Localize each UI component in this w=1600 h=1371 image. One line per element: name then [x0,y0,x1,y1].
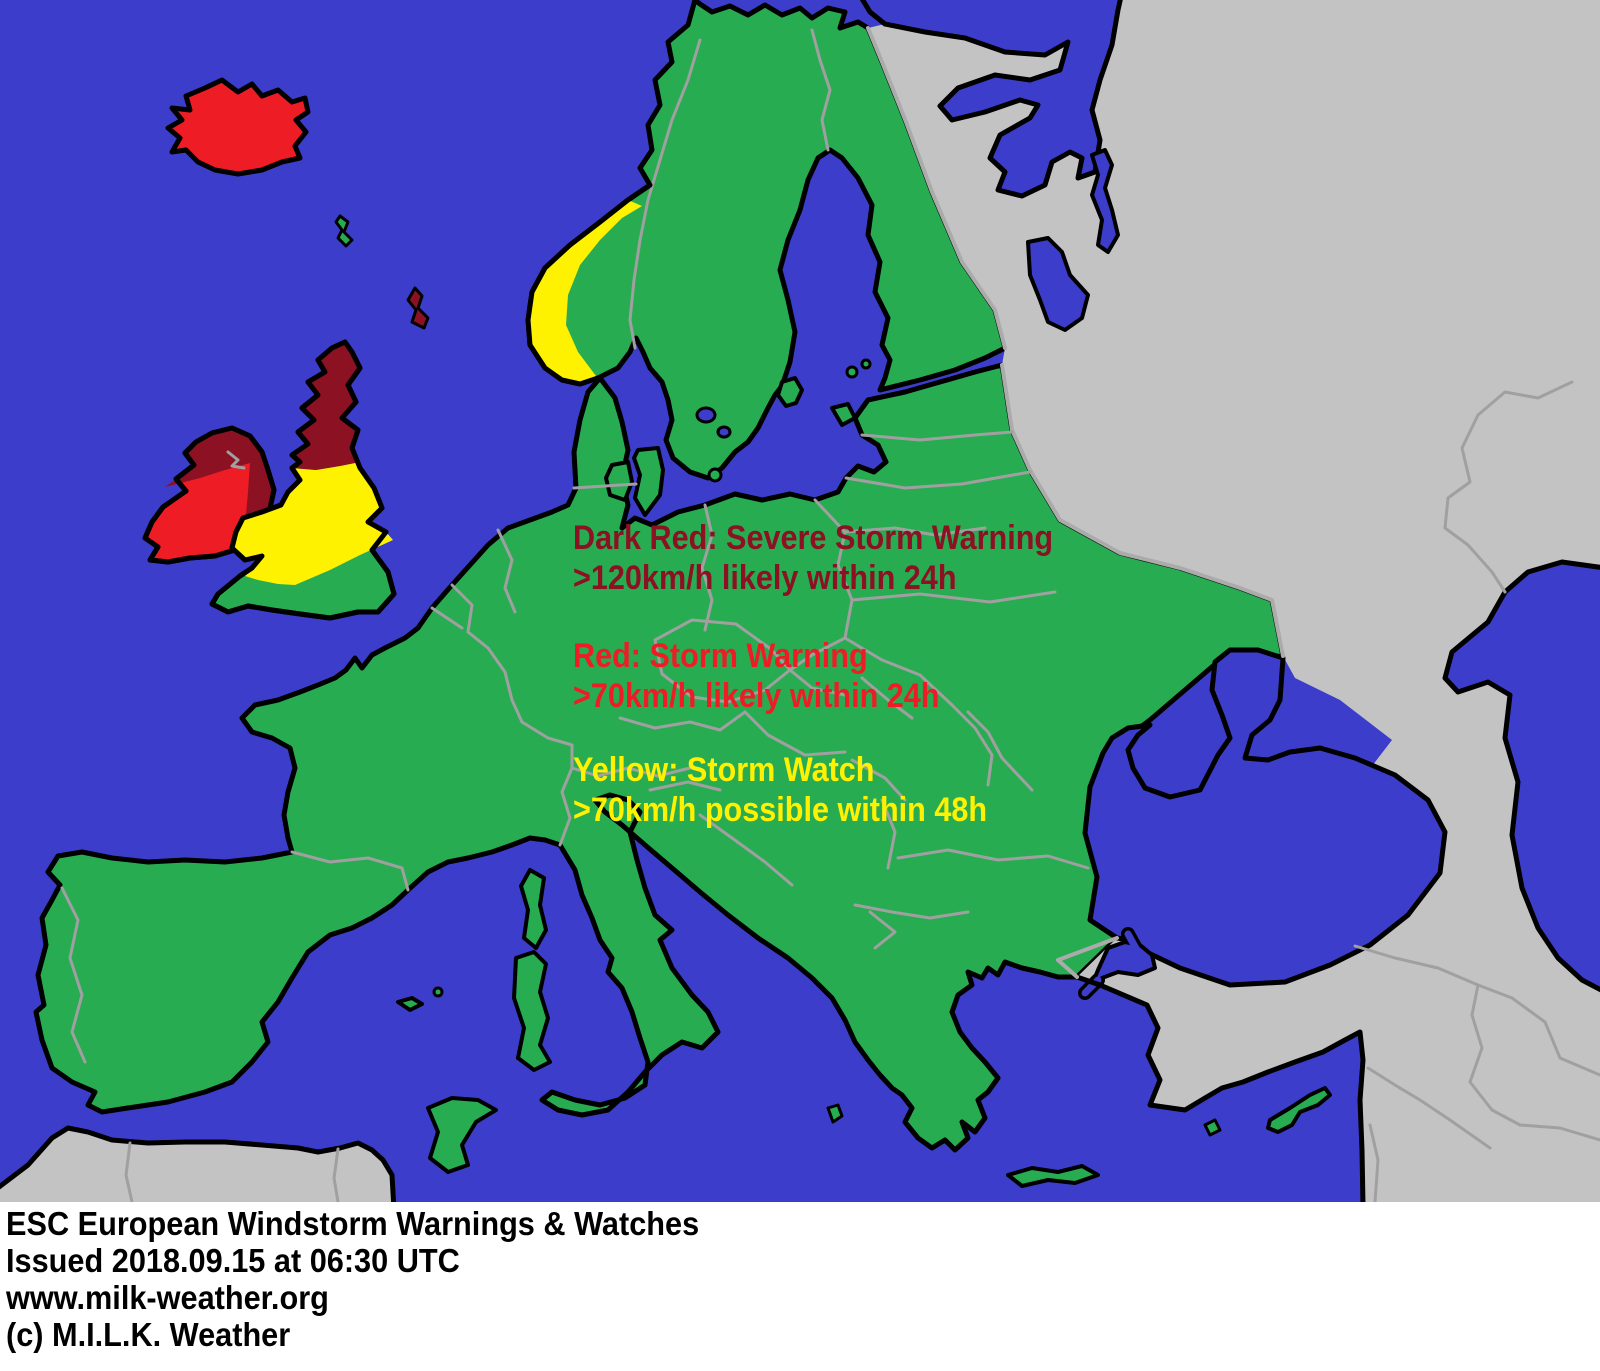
bornholm-island [707,467,723,483]
legend-severe: Dark Red: Severe Storm Warning >120km/h … [573,518,1053,598]
balearic-minorca [432,986,444,998]
caption-copyright: (c) M.I.L.K. Weather [6,1316,291,1353]
sicily [426,1096,498,1174]
balearic-islands [396,996,424,1012]
northern-ireland-border [226,450,246,470]
zealand-island [632,446,665,517]
north-africa [0,1125,397,1213]
faroe-islands [334,214,354,248]
ireland-outline [142,425,277,565]
iceland [165,77,311,177]
domain-boundary-borders [866,26,1285,979]
legend-severe-detail: >120km/h likely within 24h [573,559,957,597]
legend-severe-title: Dark Red: Severe Storm Warning [573,519,1054,557]
turkey-levant-coast [1074,974,1366,1208]
england-wales-watch-area [232,462,393,585]
norway-watch-strip [528,200,642,384]
ireland-severe-area [165,428,274,538]
europe-country-borders [60,28,1090,1064]
funen-island [604,460,634,502]
legend-warning-title: Red: Storm Warning [573,637,868,675]
legend-warning: Red: Storm Warning >70km/h likely within… [573,636,940,716]
legend-warning-detail: >70km/h likely within 24h [573,677,940,715]
caption-band [0,1202,1600,1371]
lake-ladoga [1026,236,1090,332]
legend-watch-title: Yellow: Storm Watch [573,751,875,789]
great-britain [209,339,397,621]
norway-coast-restroke [525,182,653,387]
saaremaa-island [830,402,857,427]
sardinia [512,950,552,1072]
lake-vattern [716,425,732,439]
outside-domain-borders [124,380,1600,1204]
caption-website: www.milk-weather.org [6,1279,329,1316]
caption-issued: Issued 2018.09.15 at 06:30 UTC [6,1242,460,1279]
ionian-island [826,1103,844,1124]
lake-onega [1090,148,1120,254]
legend-watch: Yellow: Storm Watch >70km/h possible wit… [573,750,987,830]
barents-white-sea [859,0,1123,199]
rhodes [1203,1118,1222,1137]
scotland-severe-area [292,342,360,470]
aland-islands [845,365,859,379]
aland-islands-2 [860,358,872,370]
crete [1006,1164,1100,1188]
map-caption: ESC European Windstorm Warnings & Watche… [6,1205,699,1353]
cyprus [1266,1086,1332,1134]
bosphorus-strait [1124,930,1142,956]
lake-vanern [695,406,717,424]
gb-outline [209,339,397,621]
mainland-europe [33,362,1286,1153]
caption-title: ESC European Windstorm Warnings & Watche… [6,1205,700,1242]
gotland-island [776,376,804,408]
shetland [406,286,430,330]
corsica [519,868,548,950]
legend-watch-detail: >70km/h possible within 48h [573,791,988,829]
